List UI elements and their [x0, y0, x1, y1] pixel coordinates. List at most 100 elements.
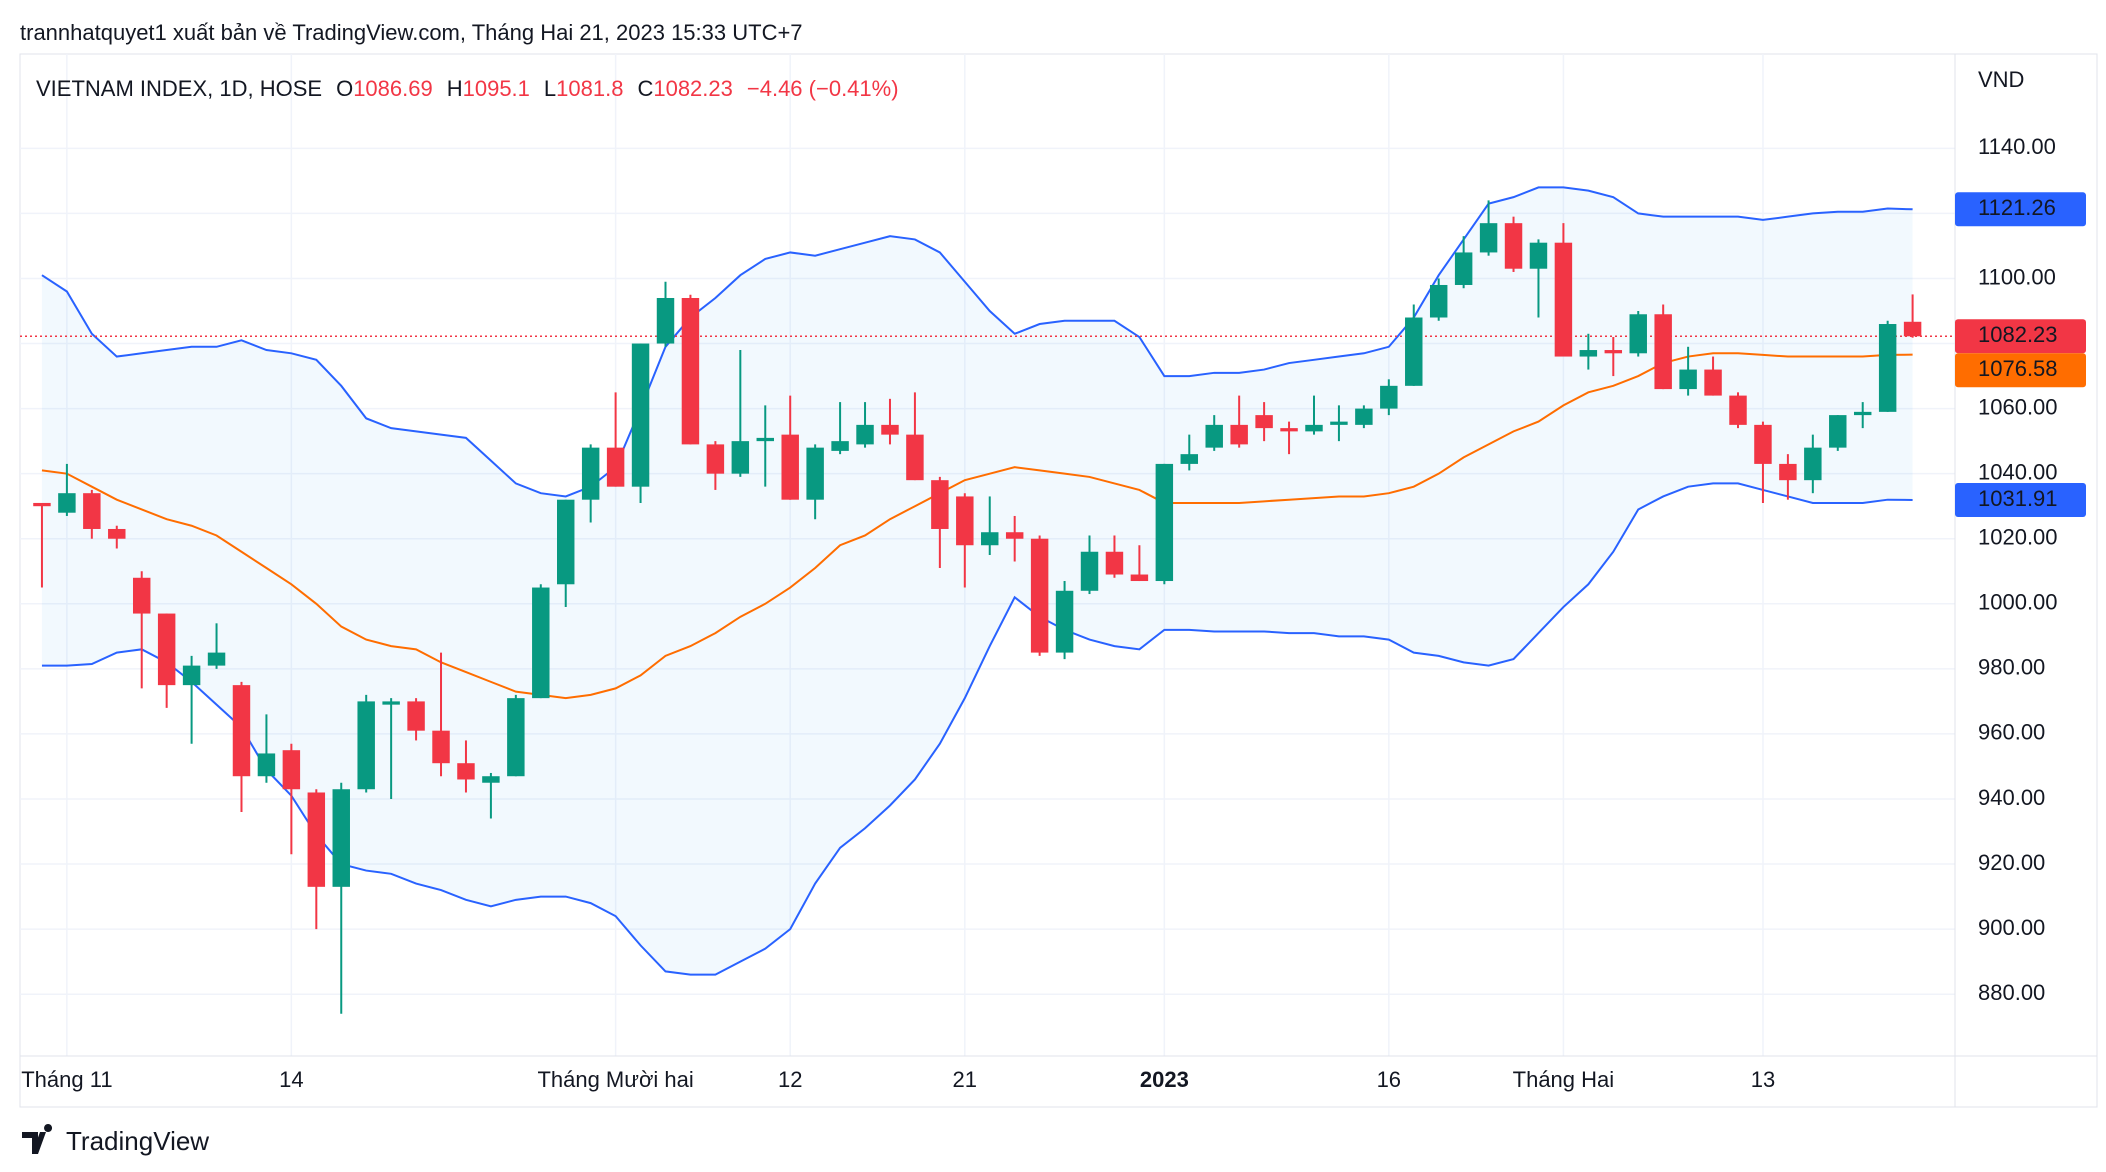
candle-body — [507, 698, 525, 777]
candle-body — [1903, 321, 1922, 337]
candle-body — [1853, 411, 1872, 416]
candle-body — [482, 776, 500, 783]
x-tick-label: 2023 — [1140, 1067, 1189, 1092]
legend-item: O — [336, 76, 353, 101]
candle-body — [956, 496, 974, 546]
legend-item: −4.46 (−0.41%) — [747, 76, 899, 101]
candle-body — [1380, 385, 1398, 409]
candle-body — [157, 613, 176, 686]
candle-body — [1629, 314, 1647, 354]
candle-body — [1754, 424, 1772, 464]
x-tick-label: 13 — [1751, 1067, 1775, 1092]
candle-body — [357, 701, 375, 790]
price-tag — [1955, 353, 2086, 388]
candle-body — [681, 297, 700, 445]
candle-body — [282, 750, 301, 790]
candle-body — [1479, 223, 1498, 253]
candle-body — [1405, 317, 1423, 386]
candle-body — [1804, 447, 1822, 481]
candle-body — [207, 652, 226, 666]
candle-body — [831, 441, 849, 451]
x-tick-label: 14 — [279, 1067, 303, 1092]
candle-body — [557, 499, 575, 585]
y-tick-label: 1100.00 — [1978, 264, 2056, 289]
candle-body — [1130, 574, 1149, 582]
candle-body — [1155, 463, 1174, 582]
legend-item: C — [637, 76, 653, 101]
candle-body — [1230, 424, 1248, 445]
band-fill — [41, 187, 1913, 975]
legend-item: 1095.1 — [463, 76, 530, 101]
candle-body — [1604, 350, 1623, 354]
candle-body — [432, 730, 450, 764]
candle-body — [132, 577, 151, 614]
header: trannhatquyet1 xuất bản về TradingView.c… — [20, 20, 803, 45]
watermark: TradingView — [22, 1124, 209, 1156]
candle-body — [108, 528, 126, 539]
candle-body — [457, 763, 475, 780]
candle-body — [881, 424, 899, 435]
candle-body — [656, 297, 675, 344]
legend-item: 1086.69 — [353, 76, 433, 101]
candle-body — [706, 444, 725, 474]
candle-body — [1005, 532, 1024, 539]
candle-body — [606, 447, 625, 487]
x-tick-label: Tháng Hai — [1513, 1067, 1615, 1092]
candle-body — [1180, 454, 1199, 464]
candle-body — [1679, 369, 1697, 390]
candle-body — [1579, 350, 1598, 357]
legend-item: H — [447, 76, 463, 101]
legend-item: 1082.23 — [653, 76, 733, 101]
candle-body — [1729, 395, 1747, 425]
chart-frame — [19, 53, 2098, 1108]
candle-body — [1255, 415, 1273, 429]
y-tick-label: 960.00 — [1978, 720, 2045, 745]
y-tick-label: 1020.00 — [1978, 525, 2058, 550]
candle-body — [1504, 223, 1523, 269]
y-tick-label: 940.00 — [1978, 785, 2045, 810]
candle-body — [1654, 314, 1672, 390]
candle-body — [257, 753, 276, 777]
candle-body — [1355, 408, 1373, 425]
price-unit: VND — [1978, 67, 2024, 92]
candle-body — [806, 447, 824, 500]
candle-body — [58, 493, 76, 513]
candle-body — [1529, 242, 1548, 269]
candle-body — [1105, 551, 1124, 575]
price-tag-label: 1121.26 — [1978, 195, 2056, 220]
price-tag-label: 1076.58 — [1978, 356, 2058, 381]
y-tick-label: 1000.00 — [1978, 590, 2058, 615]
candle-body — [1429, 284, 1448, 318]
x-tick-label: 21 — [953, 1067, 977, 1092]
candle-body — [332, 789, 350, 887]
candle-body — [1080, 551, 1099, 591]
band-line — [41, 186, 1913, 498]
candle-body — [906, 434, 924, 481]
candle-body — [1454, 252, 1473, 285]
candle-body — [581, 447, 600, 500]
candle-body — [781, 434, 799, 500]
logo — [22, 1124, 53, 1154]
candle-body — [182, 665, 201, 686]
candle-body — [1055, 590, 1074, 653]
candle-body — [1704, 369, 1722, 396]
price-tag — [1955, 482, 2086, 517]
candle-body — [1305, 424, 1323, 432]
candle-body — [232, 685, 251, 777]
legend: VIETNAM INDEX, 1D, HOSE O1086.69 H1095.1 L 1… — [36, 76, 899, 101]
band-line — [41, 482, 1913, 976]
x-tick-label: Tháng 11 — [21, 1067, 112, 1092]
price-tag — [1955, 319, 2086, 354]
candle-body — [1878, 324, 1897, 412]
candle-body — [407, 701, 425, 731]
candle-body — [1554, 242, 1573, 357]
y-tick-label: 1040.00 — [1978, 459, 2058, 484]
candle-body — [1330, 421, 1348, 425]
candle-body — [83, 493, 101, 529]
x-tick-label: 12 — [778, 1067, 802, 1092]
x-tick-label: 16 — [1377, 1067, 1401, 1092]
legend-item: VIETNAM INDEX, 1D, HOSE — [36, 76, 322, 101]
legend-item: L — [544, 76, 556, 101]
price-tag-label: 1082.23 — [1978, 322, 2058, 347]
